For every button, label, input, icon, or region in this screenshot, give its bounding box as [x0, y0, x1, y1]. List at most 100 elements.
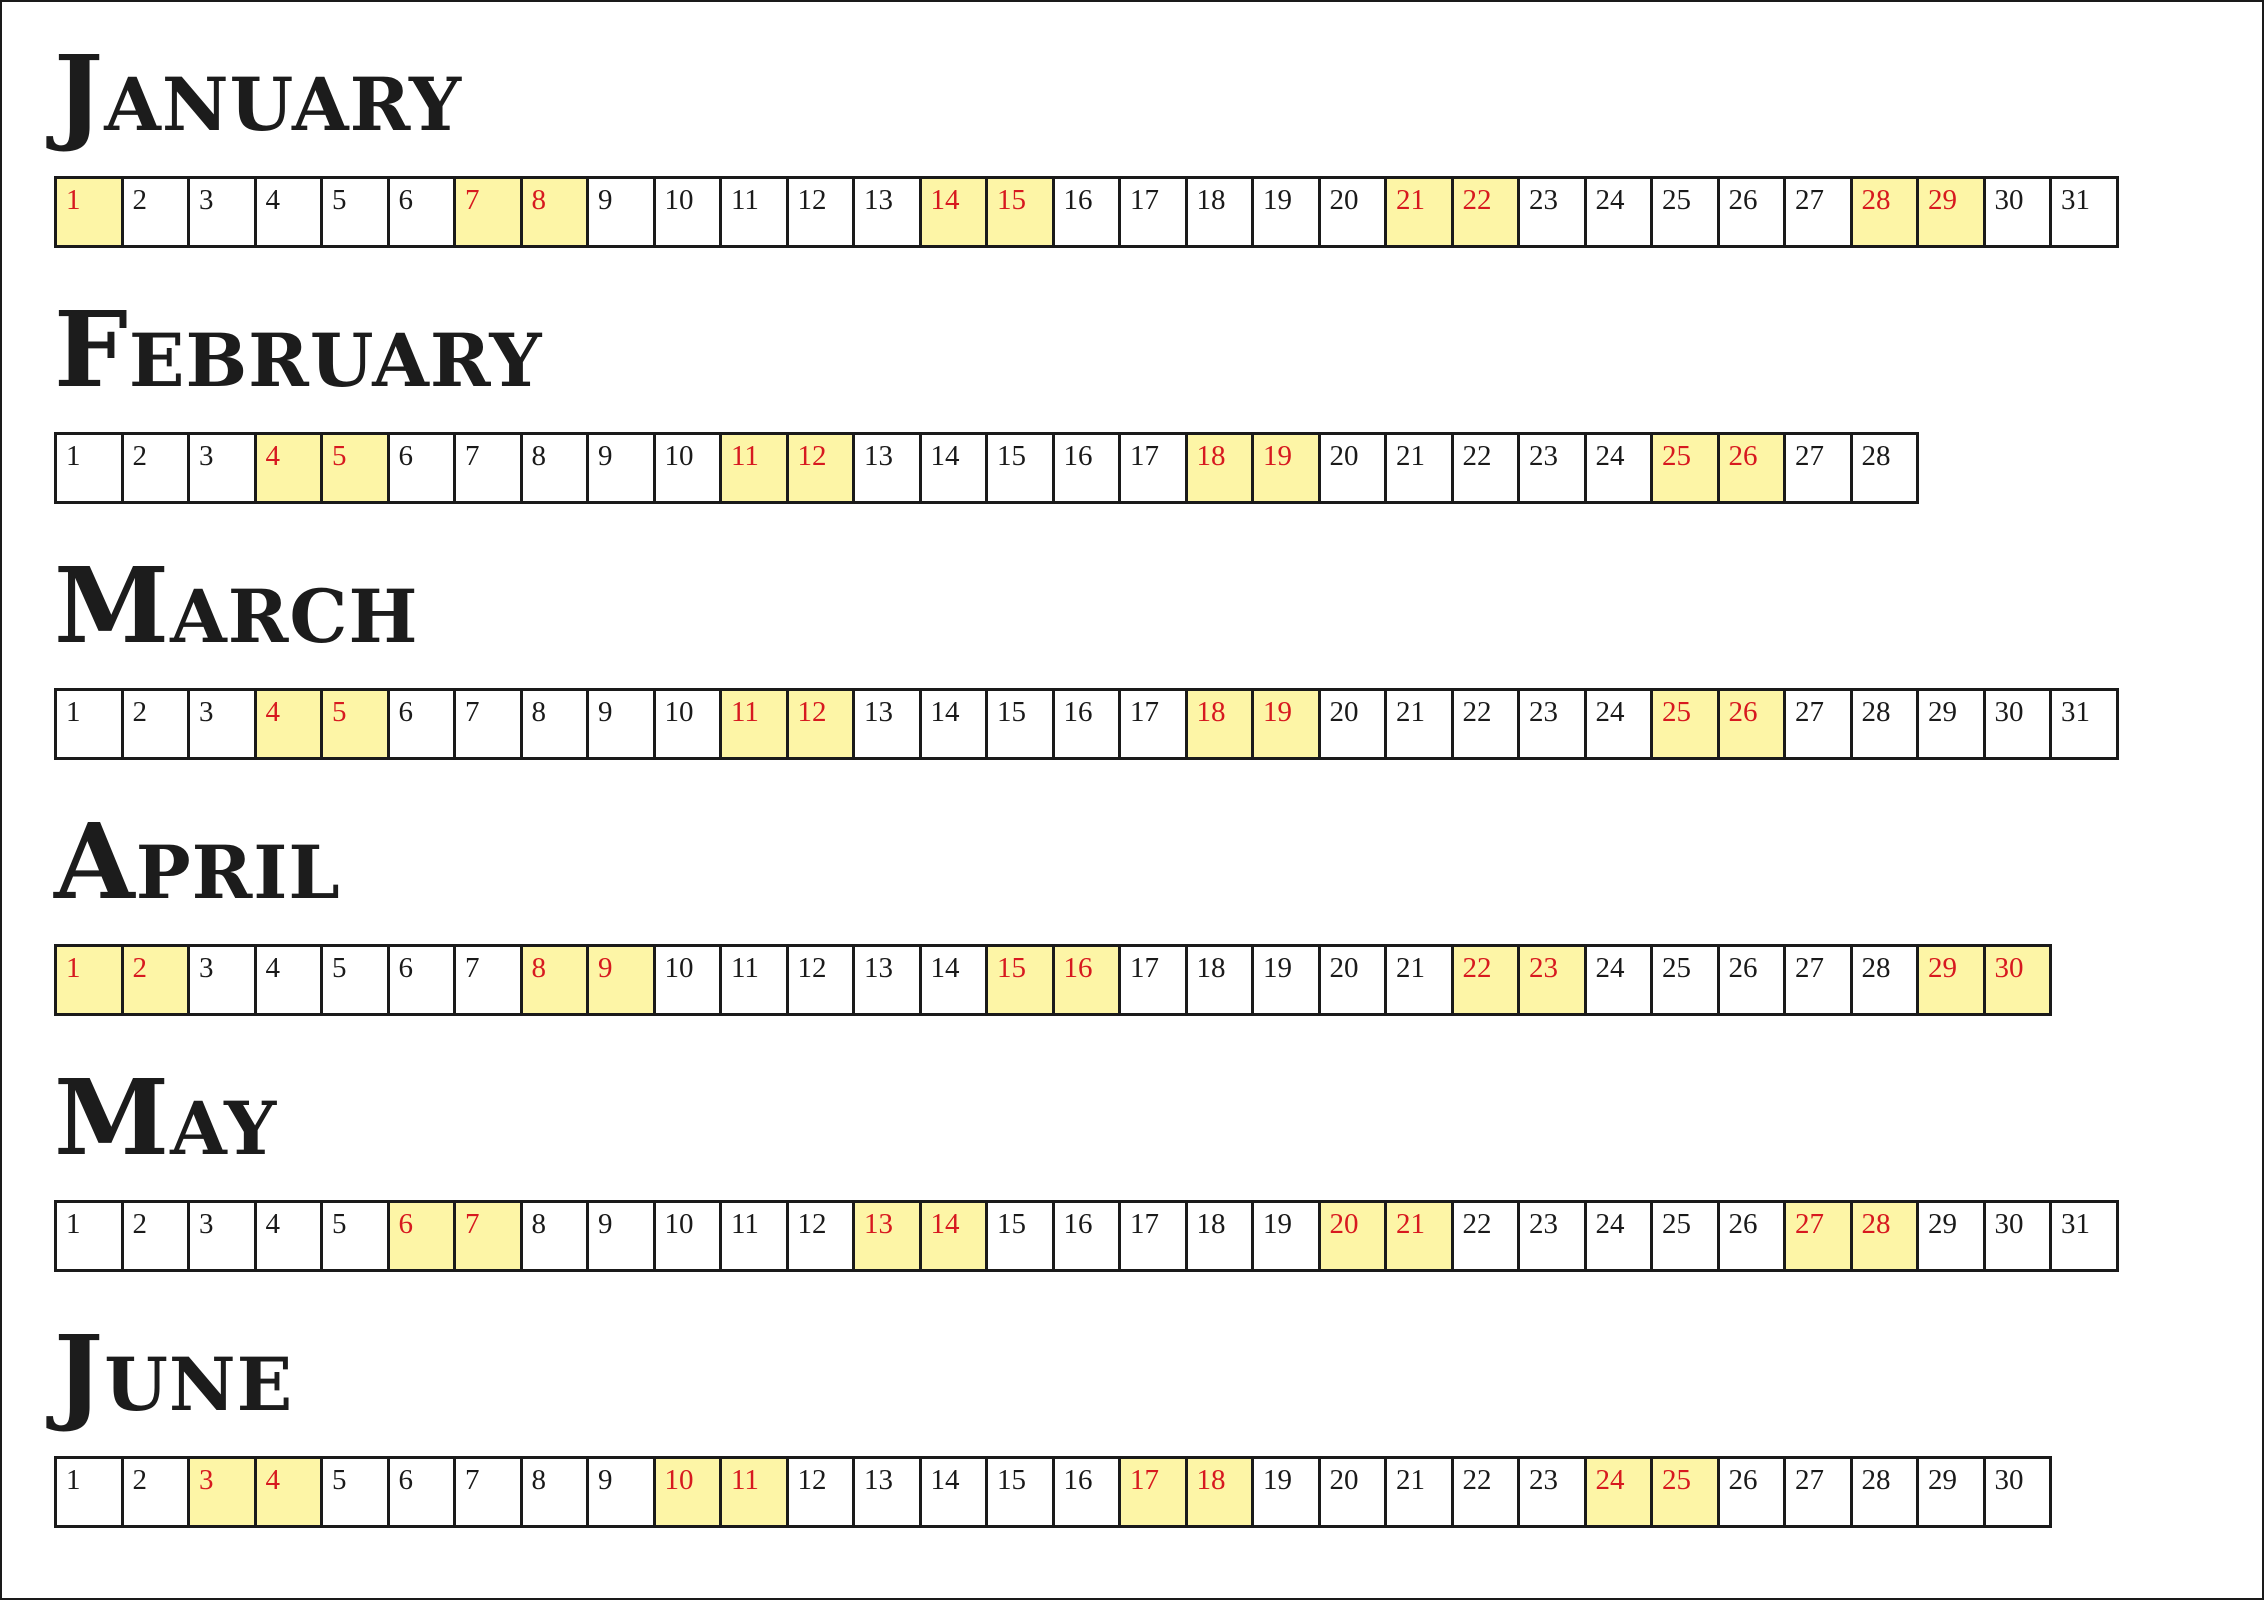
- day-cell: 16: [1054, 435, 1121, 501]
- weekend-day-cell: 12: [788, 435, 855, 501]
- weekend-day-cell: 7: [456, 179, 523, 245]
- day-cell: 1: [57, 691, 124, 757]
- month-may: May 1 2 3 4 5 6 7 8 9 10 11 12 13 14 15 16 17 18 19 20 21 22 23…: [54, 1066, 2119, 1272]
- day-cell: 18: [1187, 1203, 1254, 1269]
- day-cell: 16: [1054, 1203, 1121, 1269]
- day-cell: 12: [788, 947, 855, 1013]
- day-cell: 14: [921, 435, 988, 501]
- day-row: 1 2 3 4 5 6 7 8 9 10 11 12 13 14 15 16 17 18 19 20 21 22 23 24 2…: [54, 944, 2052, 1016]
- day-cell: 22: [1453, 1459, 1520, 1525]
- day-cell: 27: [1786, 179, 1853, 245]
- day-cell: 27: [1786, 435, 1853, 501]
- day-cell: 3: [190, 435, 257, 501]
- weekend-day-cell: 25: [1653, 1459, 1720, 1525]
- day-cell: 30: [1985, 179, 2052, 245]
- day-cell: 7: [456, 947, 523, 1013]
- weekend-day-cell: 15: [988, 947, 1055, 1013]
- day-cell: 29: [1919, 1203, 1986, 1269]
- day-cell: 31: [2052, 179, 2119, 245]
- day-cell: 12: [788, 1459, 855, 1525]
- day-cell: 4: [256, 1203, 323, 1269]
- day-cell: 23: [1520, 435, 1587, 501]
- weekend-day-cell: 4: [256, 1459, 323, 1525]
- weekend-day-cell: 26: [1719, 691, 1786, 757]
- weekend-day-cell: 19: [1254, 435, 1321, 501]
- weekend-day-cell: 28: [1852, 179, 1919, 245]
- weekend-day-cell: 29: [1919, 179, 1986, 245]
- day-cell: 26: [1719, 179, 1786, 245]
- day-row: 1 2 3 4 5 6 7 8 9 10 11 12 13 14 15 16 17 18 19 20 21 22 23 24 2…: [54, 176, 2119, 248]
- weekend-day-cell: 8: [522, 947, 589, 1013]
- day-cell: 17: [1121, 435, 1188, 501]
- weekend-day-cell: 7: [456, 1203, 523, 1269]
- day-cell: 6: [389, 1459, 456, 1525]
- day-cell: 1: [57, 1203, 124, 1269]
- day-cell: 26: [1719, 1203, 1786, 1269]
- day-cell: 4: [256, 947, 323, 1013]
- day-cell: 24: [1586, 1203, 1653, 1269]
- day-row: 1 2 3 4 5 6 7 8 9 10 11 12 13 14 15 16 17 18 19 20 21 22 23 24 2…: [54, 1456, 2052, 1528]
- weekend-day-cell: 28: [1852, 1203, 1919, 1269]
- day-cell: 4: [256, 179, 323, 245]
- day-cell: 5: [323, 1459, 390, 1525]
- day-cell: 9: [589, 1203, 656, 1269]
- day-cell: 31: [2052, 691, 2119, 757]
- month-march: March 1 2 3 4 5 6 7 8 9 10 11 12 13 14 15 16 17 18 19 20 21 22…: [54, 544, 2119, 760]
- day-cell: 20: [1320, 691, 1387, 757]
- day-cell: 29: [1919, 691, 1986, 757]
- day-cell: 14: [921, 1459, 988, 1525]
- day-cell: 2: [123, 1459, 190, 1525]
- day-cell: 14: [921, 947, 988, 1013]
- day-cell: 13: [855, 947, 922, 1013]
- weekend-day-cell: 5: [323, 691, 390, 757]
- day-cell: 22: [1453, 435, 1520, 501]
- month-title: March: [54, 544, 419, 667]
- day-row: 1 2 3 4 5 6 7 8 9 10 11 12 13 14 15 16 17 18 19 20 21 22 23 24 2…: [54, 432, 1919, 504]
- day-cell: 10: [655, 179, 722, 245]
- day-cell: 13: [855, 179, 922, 245]
- day-cell: 19: [1254, 1203, 1321, 1269]
- weekend-day-cell: 14: [921, 1203, 988, 1269]
- day-cell: 16: [1054, 179, 1121, 245]
- day-cell: 16: [1054, 691, 1121, 757]
- weekend-day-cell: 21: [1387, 1203, 1454, 1269]
- day-cell: 29: [1919, 1459, 1986, 1525]
- weekend-day-cell: 1: [57, 179, 124, 245]
- weekend-day-cell: 2: [123, 947, 190, 1013]
- weekend-day-cell: 13: [855, 1203, 922, 1269]
- day-cell: 26: [1719, 1459, 1786, 1525]
- day-cell: 24: [1586, 691, 1653, 757]
- weekend-day-cell: 16: [1054, 947, 1121, 1013]
- weekend-day-cell: 5: [323, 435, 390, 501]
- day-cell: 9: [589, 691, 656, 757]
- month-april: April 1 2 3 4 5 6 7 8 9 10 11 12 13 14 15 16 17 18 19 20 21 22…: [54, 800, 2052, 1016]
- weekend-day-cell: 27: [1786, 1203, 1853, 1269]
- day-cell: 5: [323, 179, 390, 245]
- day-cell: 19: [1254, 947, 1321, 1013]
- weekend-day-cell: 25: [1653, 435, 1720, 501]
- day-cell: 20: [1320, 947, 1387, 1013]
- day-cell: 8: [522, 435, 589, 501]
- month-title: April: [54, 800, 341, 923]
- day-cell: 11: [722, 947, 789, 1013]
- day-cell: 2: [123, 1203, 190, 1269]
- weekend-day-cell: 23: [1520, 947, 1587, 1013]
- day-cell: 3: [190, 179, 257, 245]
- weekend-day-cell: 10: [655, 1459, 722, 1525]
- day-cell: 22: [1453, 1203, 1520, 1269]
- day-cell: 1: [57, 435, 124, 501]
- day-cell: 30: [1985, 1203, 2052, 1269]
- weekend-day-cell: 19: [1254, 691, 1321, 757]
- day-cell: 9: [589, 435, 656, 501]
- day-cell: 7: [456, 691, 523, 757]
- weekend-day-cell: 3: [190, 1459, 257, 1525]
- day-cell: 26: [1719, 947, 1786, 1013]
- weekend-day-cell: 26: [1719, 435, 1786, 501]
- day-cell: 27: [1786, 691, 1853, 757]
- weekend-day-cell: 30: [1985, 947, 2052, 1013]
- weekend-day-cell: 12: [788, 691, 855, 757]
- day-cell: 23: [1520, 179, 1587, 245]
- month-february: February 1 2 3 4 5 6 7 8 9 10 11 12 13 14 15 16 17 18 19 20 2…: [54, 298, 1919, 504]
- day-cell: 17: [1121, 179, 1188, 245]
